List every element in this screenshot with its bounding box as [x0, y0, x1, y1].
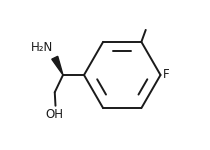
- Polygon shape: [52, 56, 63, 75]
- Text: OH: OH: [46, 108, 64, 122]
- Text: H₂N: H₂N: [31, 41, 53, 54]
- Text: F: F: [163, 69, 170, 81]
